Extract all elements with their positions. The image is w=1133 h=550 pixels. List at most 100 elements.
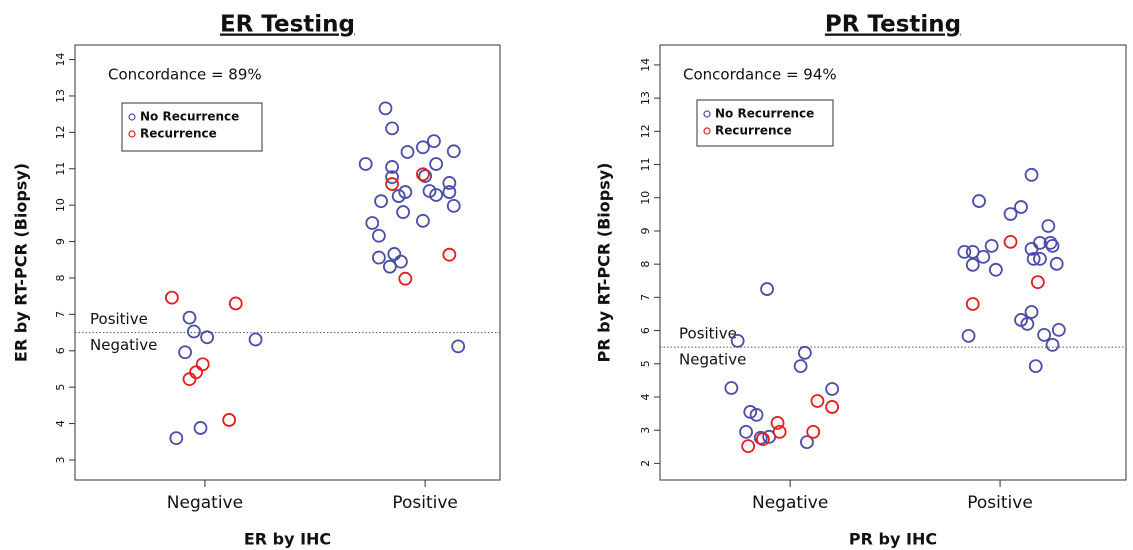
data-point: [749, 408, 764, 422]
data-point: [385, 121, 399, 136]
annotation: Concordance = 94%: [683, 66, 837, 84]
data-point: [189, 365, 204, 380]
data-point: [810, 394, 825, 408]
data-point: [800, 435, 814, 450]
legend-marker: [128, 113, 136, 121]
data-point: [1028, 359, 1043, 374]
x-axis-label: PR by IHC: [849, 530, 937, 549]
data-point: [770, 415, 785, 430]
data-point: [961, 328, 976, 343]
y-tick-label: 13: [54, 89, 67, 103]
data-point: [418, 169, 433, 183]
x-tick-label: Negative: [752, 493, 828, 513]
y-tick-label: 12: [54, 125, 67, 139]
data-point: [1045, 337, 1060, 352]
data-point: [1043, 236, 1058, 250]
y-tick-label: 11: [54, 162, 67, 176]
data-point: [416, 213, 430, 228]
data-point: [760, 282, 774, 296]
y-tick-label: 4: [54, 420, 67, 427]
data-point: [396, 205, 411, 219]
y-tick-label: 14: [54, 53, 67, 67]
plot-frame: [74, 44, 501, 481]
legend-marker: [703, 110, 711, 118]
data-point: [965, 257, 980, 272]
y-tick-label: 5: [54, 384, 67, 391]
data-point: [755, 432, 770, 447]
data-point: [382, 259, 397, 274]
plot-frame: [659, 44, 1127, 481]
data-point: [195, 357, 210, 372]
data-point: [442, 176, 457, 190]
data-point: [797, 345, 812, 360]
data-point: [222, 413, 237, 427]
data-point: [739, 424, 753, 439]
data-point: [182, 372, 197, 387]
data-point: [972, 194, 986, 208]
legend-label: Recurrence: [140, 127, 217, 141]
x-tick-label: Positive: [392, 493, 458, 513]
y-tick-label: 3: [639, 427, 652, 434]
data-point: [200, 330, 215, 345]
x-tick-label: Positive: [967, 493, 1033, 513]
data-point: [965, 297, 980, 311]
data-point: [1049, 256, 1064, 271]
legend-marker: [128, 130, 136, 138]
data-point: [984, 238, 999, 253]
data-point: [772, 424, 787, 439]
data-point: [416, 140, 430, 155]
data-point: [385, 177, 399, 191]
data-point: [1024, 305, 1039, 319]
y-tick-label: 8: [639, 261, 652, 268]
data-point: [730, 333, 745, 348]
data-point: [193, 421, 208, 435]
data-point: [825, 382, 840, 396]
legend-label: Recurrence: [715, 124, 792, 138]
data-point: [806, 424, 821, 439]
data-point: [398, 271, 413, 286]
data-point: [724, 381, 739, 395]
y-tick-label: 7: [639, 294, 652, 301]
data-point: [1033, 236, 1047, 250]
data-point: [1045, 238, 1060, 253]
legend-marker: [703, 127, 711, 135]
annotation: Negative: [679, 351, 746, 369]
data-point: [374, 194, 388, 209]
data-point: [1033, 251, 1047, 266]
y-tick-label: 11: [639, 158, 652, 172]
data-point: [1003, 235, 1018, 249]
data-point: [365, 216, 380, 230]
data-point: [451, 339, 466, 354]
data-point: [825, 400, 840, 414]
x-axis-label: ER by IHC: [244, 530, 331, 549]
data-point: [1041, 219, 1056, 233]
data-point: [1020, 317, 1035, 331]
y-tick-label: 2: [639, 460, 652, 467]
y-tick-label: 4: [639, 393, 652, 400]
data-point: [1037, 327, 1052, 342]
data-point: [1024, 167, 1039, 182]
data-point: [1014, 200, 1028, 214]
data-point: [446, 198, 461, 213]
data-point: [169, 431, 184, 446]
data-point: [178, 345, 193, 360]
y-tick-label: 12: [639, 124, 652, 138]
data-point: [187, 324, 201, 339]
data-point: [391, 189, 406, 203]
data-point: [371, 228, 386, 243]
data-point: [228, 296, 243, 311]
data-point: [422, 184, 437, 198]
y-tick-label: 8: [54, 274, 67, 281]
data-point: [793, 359, 808, 374]
data-point: [398, 185, 413, 199]
data-point: [385, 160, 399, 174]
data-point: [1003, 207, 1018, 221]
y-tick-label: 6: [639, 327, 652, 334]
y-tick-label: 5: [639, 360, 652, 367]
annotation: Positive: [90, 310, 148, 328]
data-point: [164, 290, 179, 305]
data-point: [400, 145, 415, 159]
data-point: [442, 247, 457, 262]
legend-label: No Recurrence: [715, 107, 814, 121]
